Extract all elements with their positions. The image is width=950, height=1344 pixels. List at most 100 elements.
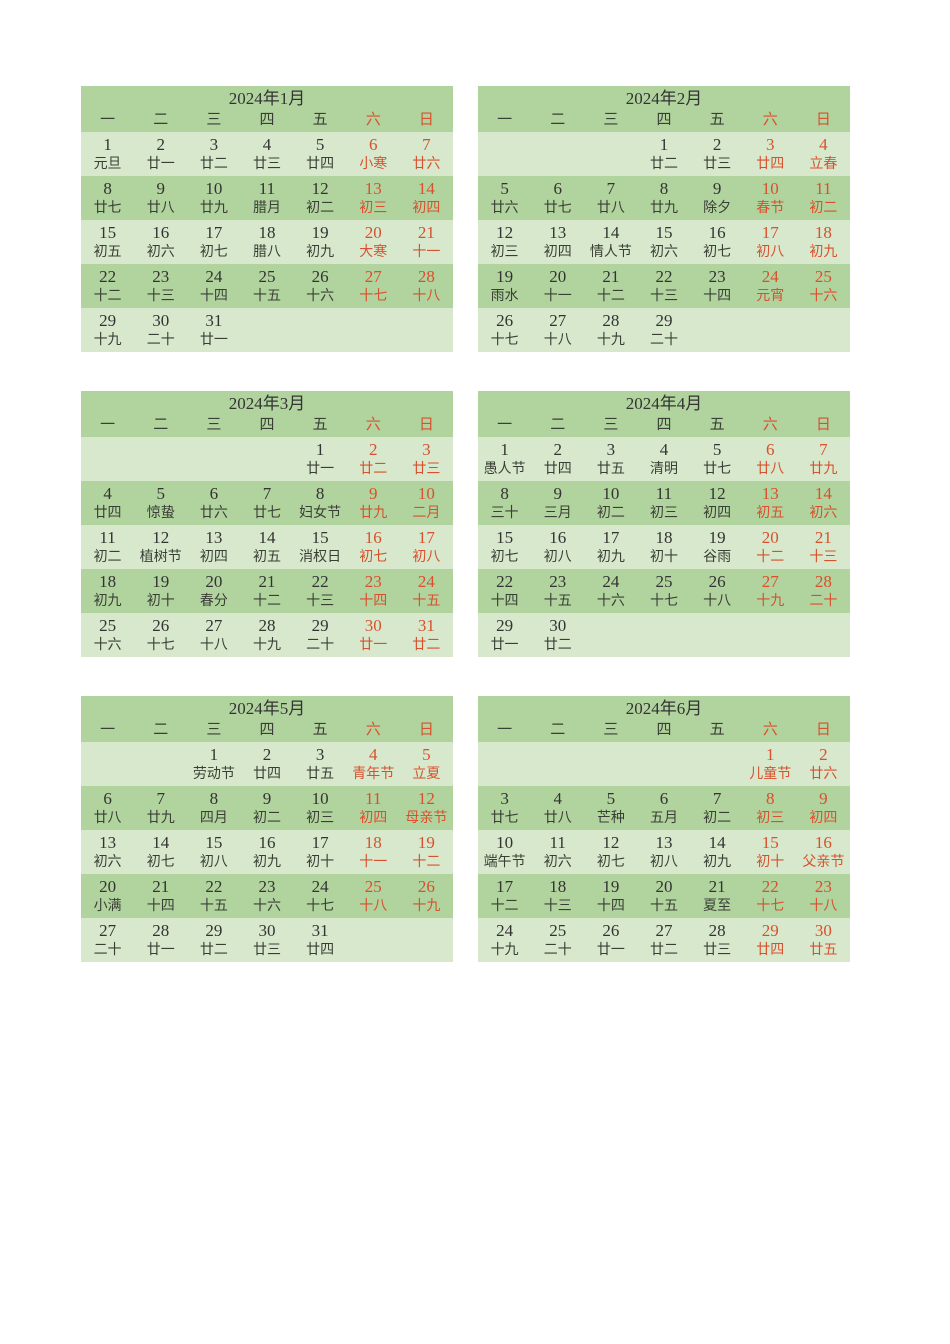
date-cell: 20 大寒 <box>347 220 400 264</box>
lunar-label: 十六 <box>809 289 838 304</box>
weekday-header: 六 <box>365 722 381 738</box>
date-cell: 16 父亲节 <box>797 830 850 874</box>
date-cell: 28 廿三 <box>691 918 744 962</box>
date-cell: 3 廿二 <box>187 132 240 176</box>
date-number: 5 <box>606 789 616 808</box>
lunar-label: 二十 <box>649 333 678 348</box>
lunar-label: 初七 <box>703 245 732 260</box>
week-row: 10 端午节 11 初六 12 初七 13 初八 14 初九 15 初十 16 父亲节 <box>478 830 850 874</box>
date-cell: 17 初十 <box>294 830 347 874</box>
lunar-label: 初九 <box>596 550 625 565</box>
lunar-label: 劳动节 <box>192 767 235 782</box>
lunar-label: 廿七 <box>252 506 281 521</box>
date-cell: 30 廿二 <box>531 613 584 657</box>
date-number: 10 <box>311 789 329 808</box>
empty-cell <box>797 308 850 352</box>
lunar-label: 廿四 <box>93 506 122 521</box>
date-number: 15 <box>496 528 514 547</box>
date-cell: 13 初五 <box>744 481 797 525</box>
date-number: 24 <box>205 267 223 286</box>
lunar-label: 小寒 <box>359 157 388 172</box>
date-number: 6 <box>209 484 219 503</box>
lunar-label: 初八 <box>756 245 785 260</box>
empty-cell <box>240 308 293 352</box>
lunar-label: 廿七 <box>490 811 519 826</box>
date-number: 11 <box>655 484 673 503</box>
date-number: 2 <box>819 745 828 764</box>
lunar-label: 廿三 <box>252 943 281 958</box>
date-cell: 21 十二 <box>240 569 293 613</box>
date-number: 15 <box>761 833 779 852</box>
date-number: 22 <box>655 267 673 286</box>
date-number: 14 <box>708 833 726 852</box>
lunar-label: 十一 <box>359 855 388 870</box>
date-cell: 9 廿八 <box>134 176 187 220</box>
date-cell: 23 十八 <box>797 874 850 918</box>
lunar-label: 五月 <box>649 811 678 826</box>
lunar-label: 廿八 <box>93 811 122 826</box>
date-number: 28 <box>417 267 435 286</box>
lunar-label: 立春 <box>809 157 838 172</box>
date-number: 20 <box>761 528 779 547</box>
date-number: 29 <box>761 921 779 940</box>
date-number: 8 <box>659 179 669 198</box>
lunar-label: 三月 <box>543 506 572 521</box>
week-row: 5 廿六 6 廿七 7 廿八 8 廿九 9 除夕 10 春节 11 初二 <box>478 176 850 220</box>
date-number: 19 <box>417 833 435 852</box>
weekday-header-row: 一二三四五六日 <box>81 415 453 437</box>
date-number: 17 <box>311 833 329 852</box>
date-number: 16 <box>708 223 726 242</box>
date-cell: 3 廿四 <box>744 132 797 176</box>
date-cell: 18 十一 <box>347 830 400 874</box>
lunar-label: 清明 <box>649 462 678 477</box>
weekday-header: 五 <box>709 722 725 738</box>
lunar-label: 廿六 <box>809 767 838 782</box>
date-number: 21 <box>152 877 170 896</box>
date-number: 9 <box>712 179 722 198</box>
date-cell: 6 小寒 <box>347 132 400 176</box>
lunar-label: 初六 <box>649 245 678 260</box>
weekday-header: 日 <box>418 112 434 128</box>
lunar-label: 初二 <box>703 811 732 826</box>
date-cell: 25 十八 <box>347 874 400 918</box>
weekday-header: 六 <box>365 417 381 433</box>
lunar-label: 除夕 <box>703 201 732 216</box>
lunar-label: 十四 <box>596 899 625 914</box>
lunar-label: 二十 <box>146 333 175 348</box>
date-number: 27 <box>205 616 223 635</box>
date-cell: 23 十六 <box>240 874 293 918</box>
lunar-label: 初六 <box>543 855 572 870</box>
week-row: 29 十九 30 二十 31 廿一 <box>81 308 453 352</box>
date-cell: 7 初二 <box>691 786 744 830</box>
date-number: 25 <box>364 877 382 896</box>
date-cell: 5 廿七 <box>691 437 744 481</box>
date-number: 14 <box>417 179 435 198</box>
weekday-header: 一 <box>100 722 116 738</box>
lunar-label: 初七 <box>359 550 388 565</box>
lunar-label: 廿一 <box>146 157 175 172</box>
date-number: 7 <box>712 789 722 808</box>
date-number: 29 <box>99 311 117 330</box>
date-cell: 16 初九 <box>240 830 293 874</box>
week-row: 15 初七 16 初八 17 初九 18 初十 19 谷雨 20 十二 21 十三 <box>478 525 850 569</box>
date-cell: 2 廿二 <box>347 437 400 481</box>
lunar-label: 初五 <box>252 550 281 565</box>
weekday-header: 二 <box>550 722 566 738</box>
lunar-label: 十五 <box>649 899 678 914</box>
weekday-header: 二 <box>153 722 169 738</box>
lunar-label: 初二 <box>306 201 335 216</box>
date-cell: 15 初七 <box>478 525 531 569</box>
date-number: 26 <box>602 921 620 940</box>
date-cell: 27 二十 <box>81 918 134 962</box>
week-row: 1 廿二 2 廿三 3 廿四 4 立春 <box>478 132 850 176</box>
date-number: 14 <box>258 528 276 547</box>
lunar-label: 初四 <box>809 811 838 826</box>
date-cell: 7 廿七 <box>240 481 293 525</box>
lunar-label: 父亲节 <box>802 855 845 870</box>
date-cell: 9 除夕 <box>691 176 744 220</box>
date-cell: 4 立春 <box>797 132 850 176</box>
date-cell: 27 十八 <box>187 613 240 657</box>
date-number: 18 <box>814 223 832 242</box>
date-cell: 4 廿八 <box>531 786 584 830</box>
date-cell: 30 廿三 <box>240 918 293 962</box>
